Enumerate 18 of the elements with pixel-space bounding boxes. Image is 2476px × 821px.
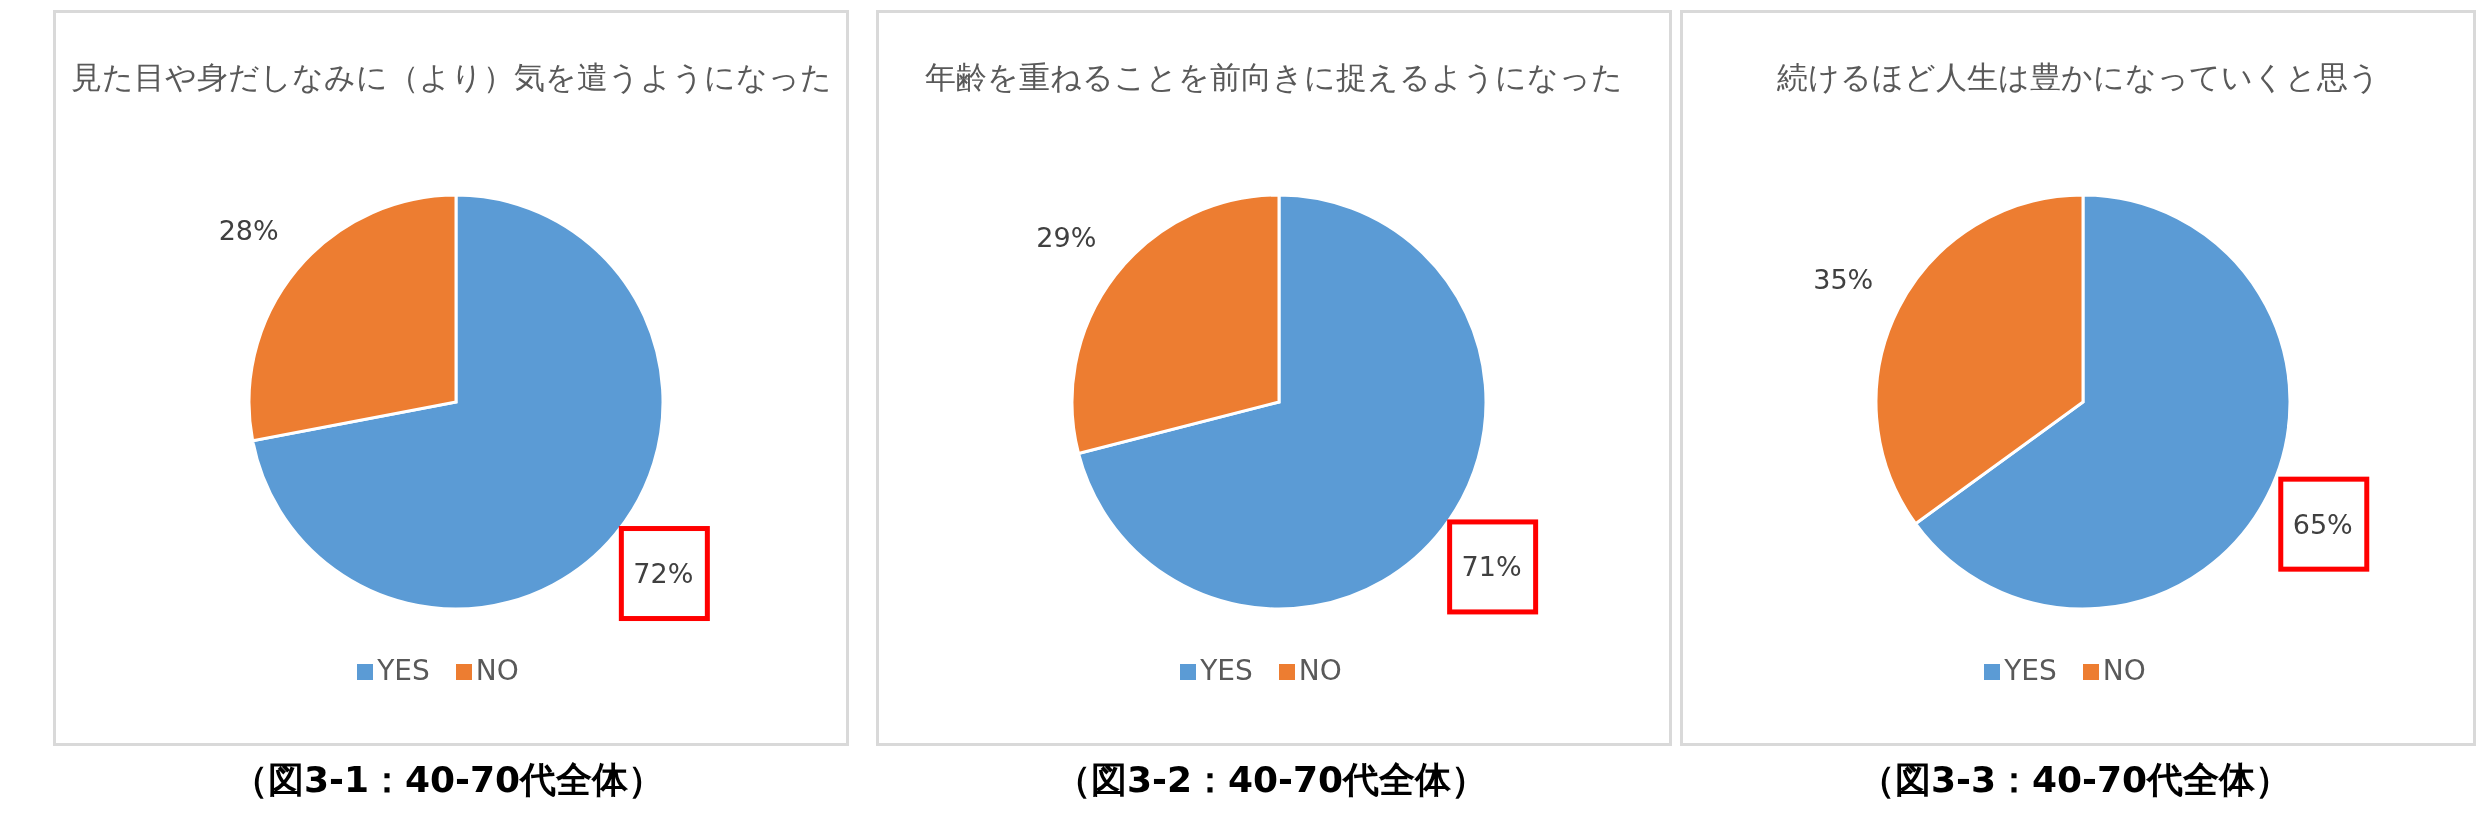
legend-label: YES bbox=[377, 654, 430, 687]
data-label: 28% bbox=[218, 214, 279, 246]
data-label: 29% bbox=[1036, 221, 1097, 253]
data-label: 65% bbox=[2292, 508, 2353, 540]
legend-label: NO bbox=[2102, 654, 2146, 687]
text: （図3-2：40-70代全体） bbox=[1053, 758, 1489, 802]
legend-label: YES bbox=[2004, 654, 2057, 687]
chart-title: 続けるほど人生は豊かになっていくと思う bbox=[1775, 58, 2381, 97]
chart-title: 見た目や身だしなみに（より）気を遣うようになった bbox=[69, 58, 833, 97]
legend-label: NO bbox=[1298, 654, 1342, 687]
text: （図3-1：40-70代全体） bbox=[230, 758, 666, 802]
chart-title: 年齢を重ねることを前向きに捉えるようになった bbox=[924, 58, 1624, 97]
text: （図3-3：40-70代全体） bbox=[1857, 758, 2293, 802]
legend-label: NO bbox=[475, 654, 519, 687]
data-label: 72% bbox=[633, 558, 694, 590]
data-label: 35% bbox=[1813, 264, 1874, 296]
data-label: 71% bbox=[1461, 551, 1522, 583]
legend-label: YES bbox=[1200, 654, 1253, 687]
